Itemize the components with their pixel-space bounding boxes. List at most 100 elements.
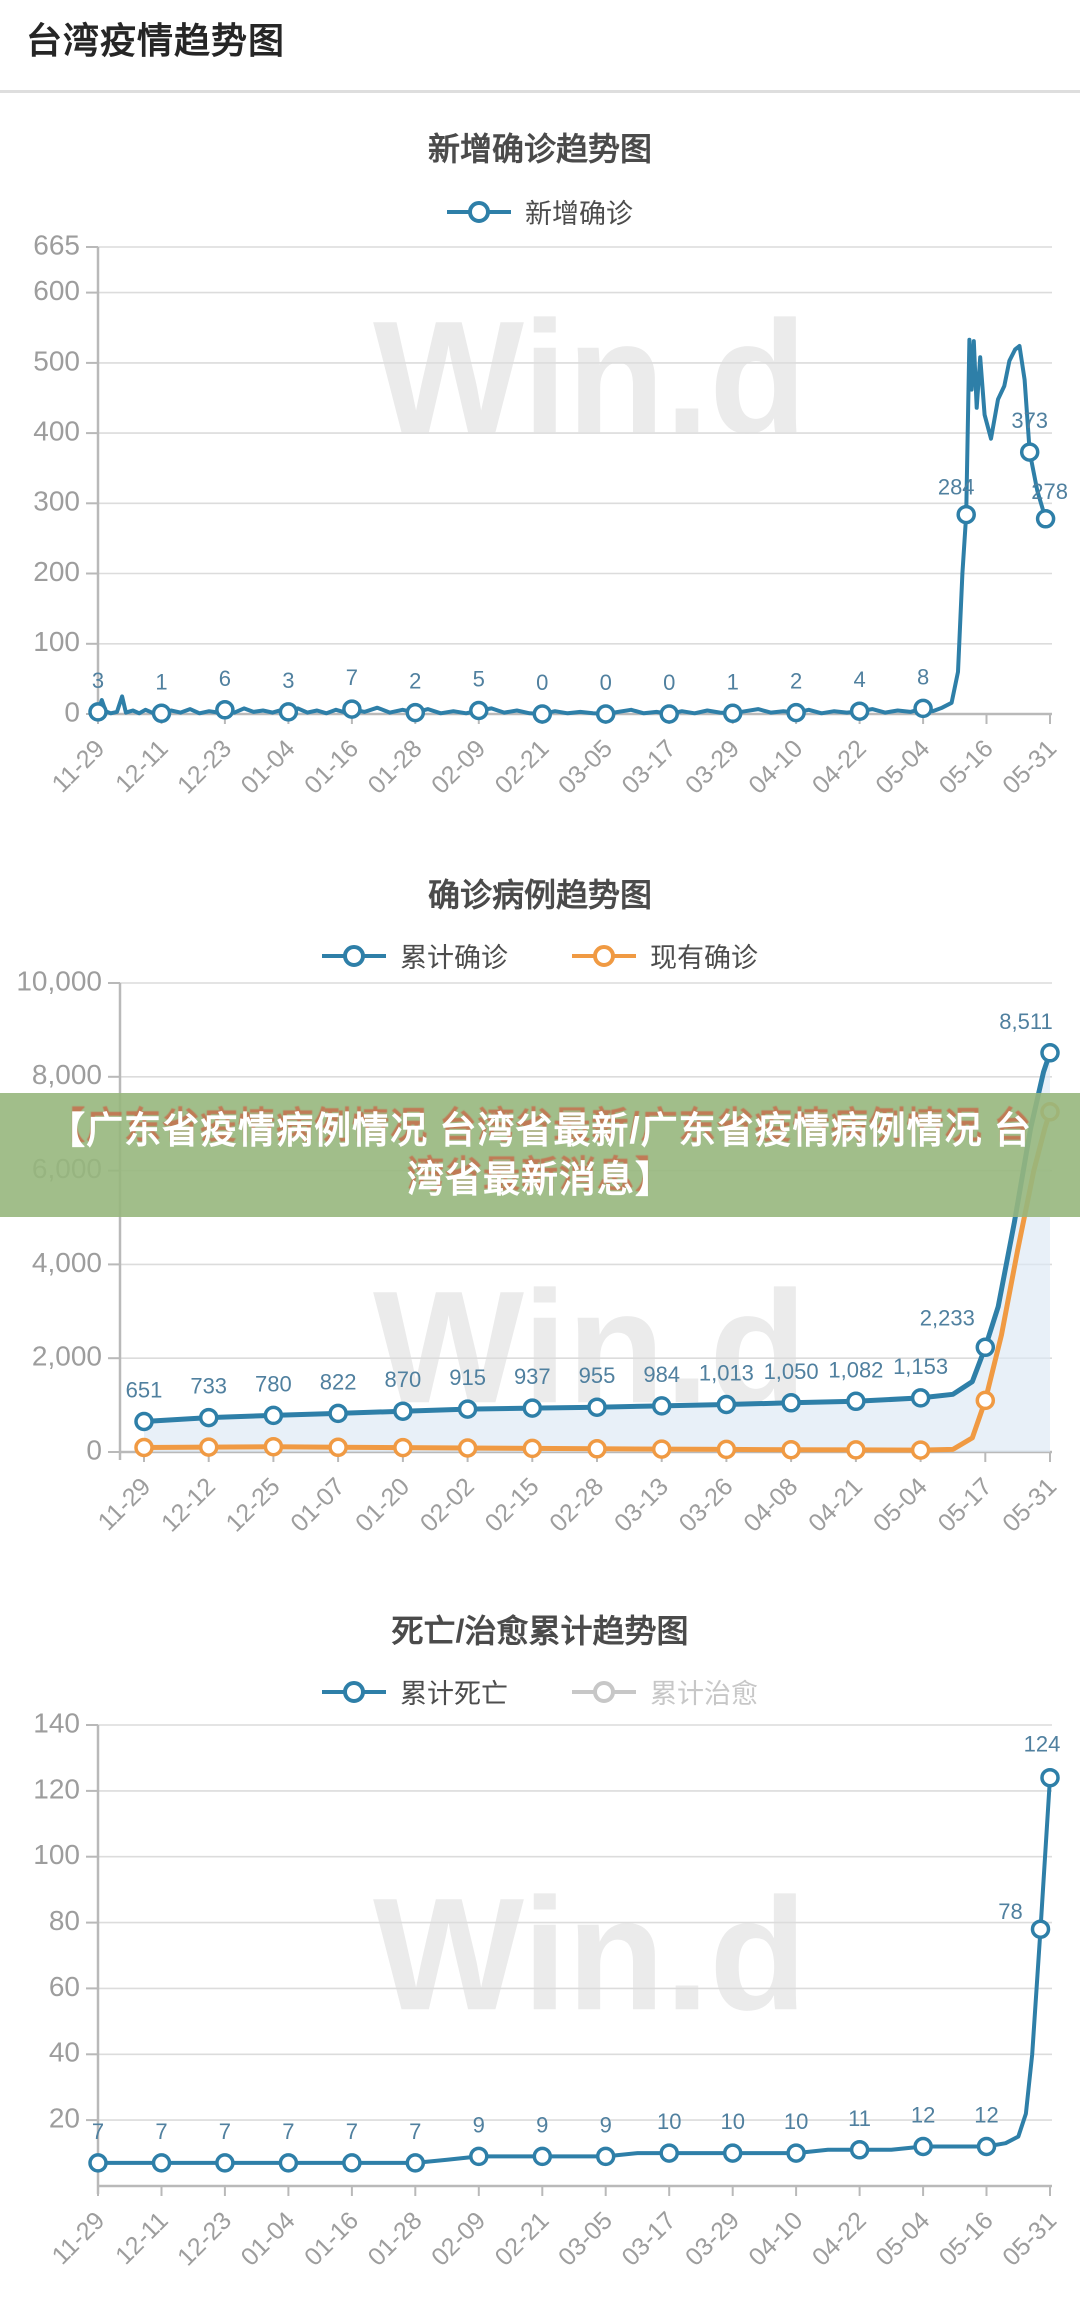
chart-title-death-cure: 死亡/治愈累计趋势图 [391,1613,689,1649]
svg-text:04-10: 04-10 [743,734,808,799]
legend-death-cure: 累计死亡 累计治愈 [0,1672,1080,1711]
svg-text:5: 5 [473,667,485,692]
legend-confirmed: 累计确诊 现有确诊 [0,936,1080,975]
svg-text:12: 12 [974,2103,998,2128]
svg-text:01-28: 01-28 [363,734,428,799]
svg-text:60: 60 [49,1971,80,2002]
svg-text:9: 9 [600,2112,612,2137]
svg-text:600: 600 [33,275,80,306]
svg-text:05-04: 05-04 [870,734,935,799]
page-title: 台湾疫情趋势图 [26,20,286,61]
svg-text:05-04: 05-04 [868,1472,933,1537]
svg-text:2,000: 2,000 [32,1341,102,1372]
svg-text:40: 40 [49,2037,80,2068]
legend-label: 累计死亡 [400,1679,508,1709]
svg-text:01-16: 01-16 [299,2206,364,2271]
svg-text:04-10: 04-10 [743,2206,808,2271]
svg-text:7: 7 [409,2119,421,2144]
svg-text:03-29: 03-29 [680,734,745,799]
svg-text:02-21: 02-21 [490,734,555,799]
svg-text:4: 4 [853,667,865,692]
svg-text:140: 140 [33,1707,80,1738]
headline-banner: 【广东省疫情病例情况 台湾省最新/广东省疫情病例情况 台湾省最新消息】 [0,1093,1080,1217]
svg-text:2: 2 [790,669,802,694]
svg-text:7: 7 [346,665,358,690]
svg-text:03-17: 03-17 [616,734,681,799]
svg-text:01-20: 01-20 [350,1472,415,1537]
chart-title-new-cases: 新增确诊趋势图 [427,131,652,167]
headline-text: 【广东省疫情病例情况 台湾省最新/广东省疫情病例情况 台湾省最新消息】 [48,1110,1032,1200]
svg-text:01-28: 01-28 [363,2206,428,2271]
svg-text:955: 955 [579,1363,616,1388]
svg-text:05-16: 05-16 [934,2206,999,2271]
legend-item-existing-confirmed[interactable]: 现有确诊 [572,936,758,975]
svg-text:1,153: 1,153 [893,1354,948,1379]
svg-text:05-17: 05-17 [933,1472,998,1537]
svg-text:04-21: 04-21 [803,1472,868,1537]
svg-text:03-26: 03-26 [674,1472,739,1537]
svg-text:05-04: 05-04 [870,2206,935,2271]
legend-new-cases: 新增确诊 [0,192,1080,231]
line-circle-marker-icon [322,1680,386,1703]
svg-text:665: 665 [33,229,80,260]
svg-text:3: 3 [92,668,104,693]
svg-text:01-04: 01-04 [236,734,301,799]
svg-text:500: 500 [33,345,80,376]
svg-text:02-09: 02-09 [426,2206,491,2271]
svg-text:0: 0 [663,670,675,695]
svg-text:11-29: 11-29 [93,1472,157,1536]
svg-text:9: 9 [473,2112,485,2137]
svg-text:7: 7 [282,2119,294,2144]
svg-text:20: 20 [49,2102,80,2133]
svg-text:3: 3 [282,668,294,693]
svg-text:733: 733 [190,1374,227,1399]
legend-label: 现有确诊 [650,943,758,973]
svg-text:03-17: 03-17 [616,2206,681,2271]
svg-text:100: 100 [33,1839,80,1870]
svg-text:1: 1 [155,669,167,694]
svg-text:11-29: 11-29 [47,2206,111,2270]
svg-text:10: 10 [657,2109,681,2134]
legend-item-cumulative-cured[interactable]: 累计治愈 [572,1672,758,1711]
svg-text:200: 200 [33,556,80,587]
svg-text:02-21: 02-21 [490,2206,555,2271]
svg-text:2,233: 2,233 [920,1305,975,1330]
svg-text:0: 0 [86,1434,102,1465]
svg-text:984: 984 [643,1362,680,1387]
svg-text:02-28: 02-28 [544,1472,609,1537]
confirmed-cases-chart[interactable]: Win.d10,0008,0006,0004,0002,000011-2912-… [0,960,1080,1560]
svg-text:1,082: 1,082 [828,1357,883,1382]
svg-text:80: 80 [49,1905,80,1936]
legend-label: 新增确诊 [525,199,633,229]
svg-text:11-29: 11-29 [47,734,111,798]
svg-text:02-15: 02-15 [480,1472,545,1537]
svg-text:120: 120 [33,1773,80,1804]
line-circle-marker-icon [572,1680,636,1703]
header-divider [0,90,1080,93]
svg-text:04-22: 04-22 [807,2206,872,2271]
svg-text:284: 284 [938,475,975,500]
svg-text:11: 11 [848,2106,871,2131]
svg-text:300: 300 [33,486,80,517]
svg-text:7: 7 [155,2119,167,2144]
svg-text:2: 2 [409,669,421,694]
legend-item-cumulative-confirmed[interactable]: 累计确诊 [322,936,508,975]
svg-text:12-23: 12-23 [172,734,237,799]
legend-item-new-confirmed[interactable]: 新增确诊 [447,192,633,231]
svg-text:02-09: 02-09 [426,734,491,799]
svg-text:02-02: 02-02 [415,1472,480,1537]
svg-text:01-07: 01-07 [285,1472,350,1537]
line-circle-marker-icon [572,944,636,967]
svg-text:05-31: 05-31 [997,734,1062,799]
svg-text:6: 6 [219,666,231,691]
svg-text:Win.d: Win.d [373,1864,807,2043]
svg-text:7: 7 [346,2119,358,2144]
legend-item-cumulative-deaths[interactable]: 累计死亡 [322,1672,508,1711]
svg-text:10: 10 [784,2109,808,2134]
svg-text:7: 7 [219,2119,231,2144]
legend-label: 累计治愈 [650,1679,758,1709]
svg-text:8,000: 8,000 [32,1059,102,1090]
